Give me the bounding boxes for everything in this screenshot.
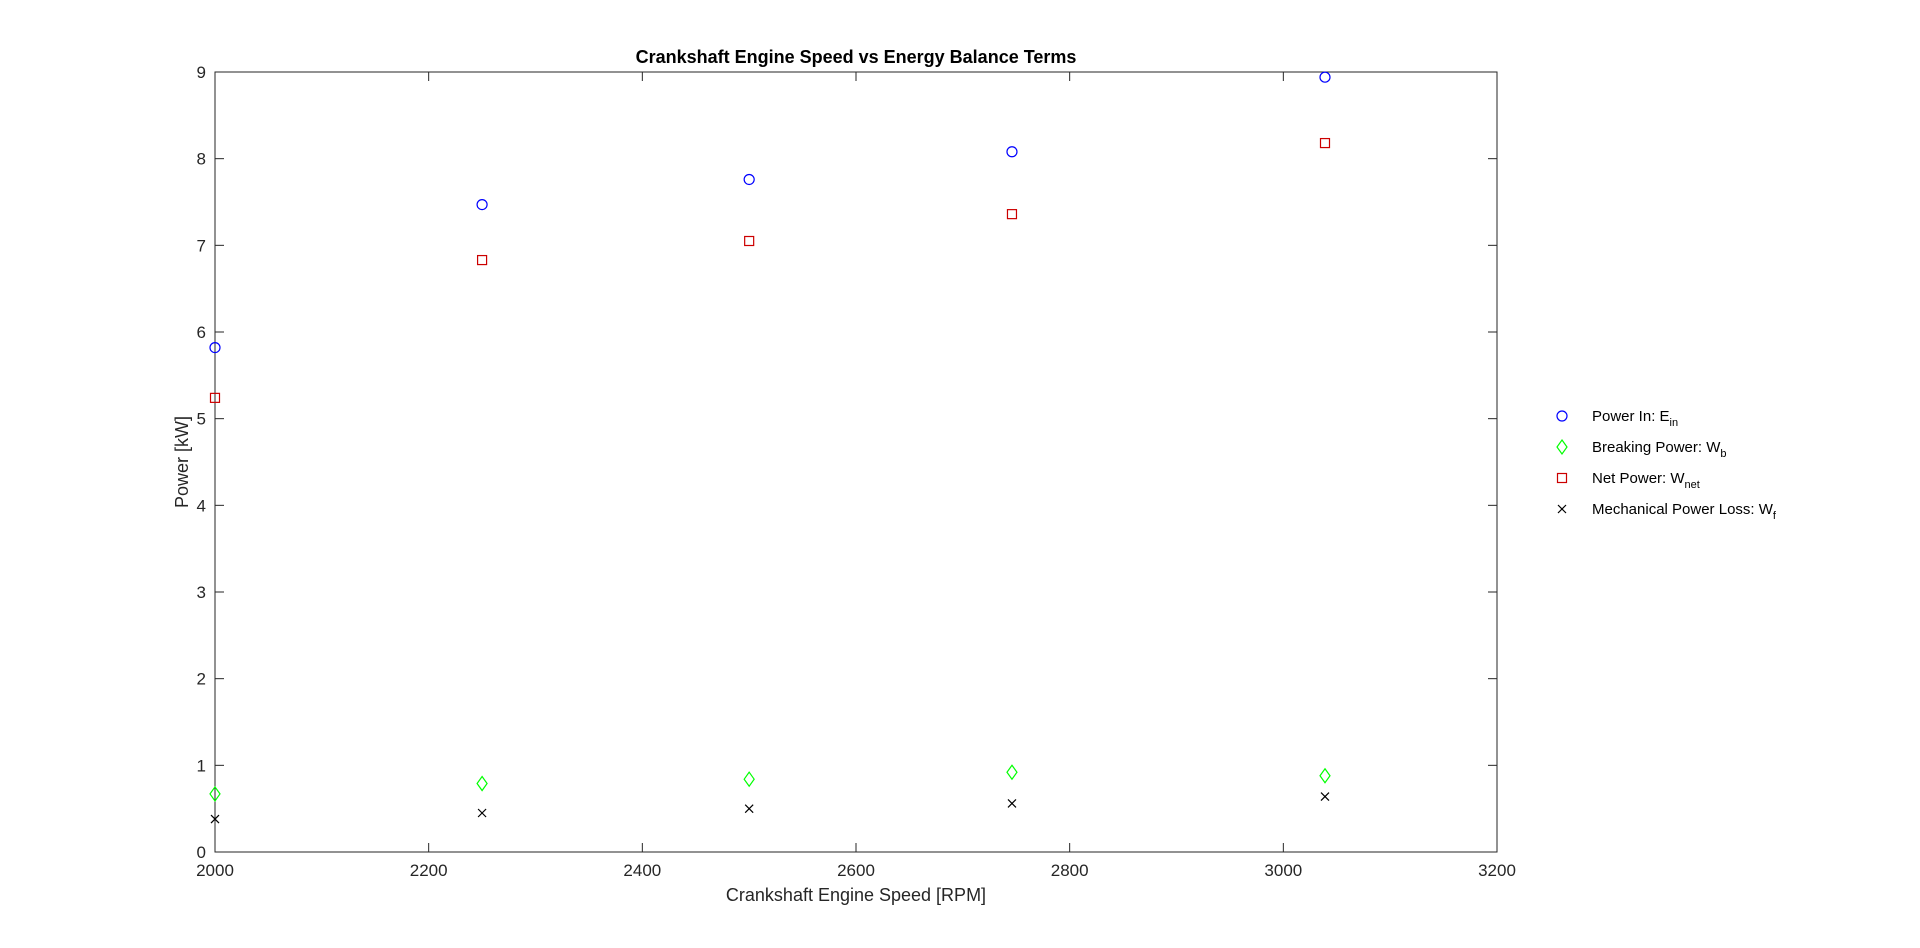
legend-label-subscript: b (1720, 448, 1726, 460)
x-axis: 2000 2200 2400 2600 2800 3000 3200 (196, 72, 1516, 880)
legend-marker-square (1556, 472, 1568, 484)
x-axis-label: Crankshaft Engine Speed [RPM] (726, 885, 986, 905)
data-point-circle (1319, 71, 1331, 83)
y-tick-label: 9 (197, 63, 206, 82)
legend: Power In: Ein Breaking Power: Wb Net Power… (1556, 408, 1777, 522)
data-point-x (210, 814, 220, 824)
legend-item: Breaking Power: Wb (1556, 438, 1727, 460)
data-point-x (744, 804, 754, 814)
legend-label-main: Mechanical Power Loss: W (1592, 501, 1774, 518)
legend-label-subscript: in (1670, 417, 1679, 429)
y-tick-label: 3 (197, 583, 206, 602)
data-point-x (477, 808, 487, 818)
x-tick-label: 2400 (623, 861, 661, 880)
y-tick-label: 6 (197, 323, 206, 342)
series-f (210, 792, 1330, 824)
y-tick-label: 0 (197, 843, 206, 862)
legend-marker-x-stroke-b (1557, 504, 1567, 514)
y-tick-label: 1 (197, 756, 206, 775)
data-point-diamond (743, 771, 755, 788)
legend-marker-x (1557, 504, 1567, 514)
y-tick-label: 7 (197, 236, 206, 255)
data-point-circle (1006, 146, 1018, 158)
x-tick-label: 3000 (1264, 861, 1302, 880)
data-point-diamond (1006, 764, 1018, 781)
legend-label: Net Power: Wnet (1592, 470, 1700, 491)
data-point-x-stroke-b (744, 804, 754, 814)
y-tick-label: 5 (197, 410, 206, 429)
x-tick-label: 2600 (837, 861, 875, 880)
data-point-x-stroke-b (1320, 792, 1330, 801)
data-point-diamond (209, 785, 221, 802)
legend-marker-diamond (1556, 438, 1568, 456)
x-tick-label: 3200 (1478, 861, 1516, 880)
axes-box (214, 71, 1498, 853)
chart-title: Crankshaft Engine Speed vs Energy Balanc… (636, 47, 1077, 67)
plot-area: 0 1 2 3 4 5 6 7 8 9 2000 2200 2400 2600 2800 3000 3200 (196, 63, 1516, 880)
y-axis-label: Power [kW] (172, 416, 192, 508)
data-point-x-stroke-b (1007, 799, 1017, 808)
data-point-diamond (476, 775, 488, 792)
legend-label-main: Breaking Power: W (1592, 439, 1721, 456)
data-point-x (1007, 799, 1017, 808)
legend-label: Power In: Ein (1592, 408, 1678, 429)
legend-label-main: Power In: E (1592, 408, 1670, 425)
legend-marker-circle (1556, 410, 1568, 422)
data-point-x-stroke-b (210, 814, 220, 824)
data-point-circle (209, 342, 221, 354)
data-point-x-stroke-b (477, 808, 487, 818)
legend-label-subscript: f (1773, 510, 1777, 522)
data-point-square (1006, 209, 1018, 220)
y-tick-label: 8 (197, 150, 206, 169)
data-point-circle (743, 173, 755, 186)
legend-item: Mechanical Power Loss: Wf (1557, 501, 1777, 522)
data-point-square (209, 392, 221, 403)
y-axis: 0 1 2 3 4 5 6 7 8 9 (197, 63, 1497, 862)
legend-item: Net Power: Wnet (1556, 470, 1700, 491)
data-point-x (1320, 792, 1330, 801)
legend-label: Mechanical Power Loss: Wf (1592, 501, 1777, 522)
legend-label-main: Net Power: W (1592, 470, 1685, 487)
data-point-diamond (1319, 767, 1331, 784)
series-net (209, 137, 1331, 403)
data-point-square (1319, 137, 1331, 149)
data-point-square (476, 254, 488, 266)
x-tick-label: 2800 (1051, 861, 1089, 880)
y-tick-label: 2 (197, 670, 206, 689)
data-point-square (744, 235, 755, 247)
series-in (209, 71, 1331, 354)
y-tick-label: 4 (197, 496, 206, 515)
legend-label: Breaking Power: Wb (1592, 439, 1727, 460)
data-markers (209, 71, 1331, 824)
series-b (209, 764, 1331, 802)
x-tick-label: 2000 (196, 861, 234, 880)
data-point-circle (476, 199, 488, 211)
legend-item: Power In: Ein (1556, 408, 1678, 429)
x-tick-label: 2200 (410, 861, 448, 880)
legend-label-subscript: net (1685, 479, 1700, 491)
